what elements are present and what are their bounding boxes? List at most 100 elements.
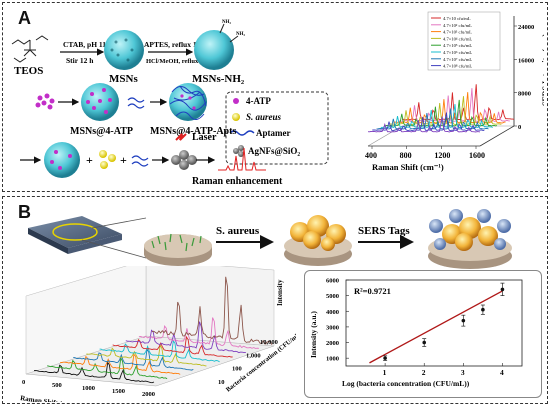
chart3d-series-line bbox=[125, 321, 246, 354]
chart-a-legend-entry: 4.7×10 cfu/mL bbox=[443, 16, 471, 21]
chart-a-legend-entry: 4.7×10⁷ cfu/mL bbox=[443, 57, 472, 62]
chart-a-legend: 4.7×10 cfu/mL 4.7×10² cfu/mL 4.7×10³ cfu/m… bbox=[427, 11, 501, 71]
legend-4atp: 4-ATP bbox=[246, 96, 271, 106]
panel-b bbox=[2, 196, 548, 404]
calibration-y-tick-label: 6000 bbox=[326, 278, 339, 285]
chart-a-legend-entry: 4.7×10⁴ cfu/mL bbox=[443, 36, 472, 41]
calibration-x-label: Log (bacteria concentration (CFU/mL)) bbox=[342, 379, 470, 388]
chart3d-x-tick-label: 500 bbox=[52, 382, 62, 389]
step1-bottom: Stir 12 h bbox=[66, 56, 94, 65]
msns-label: MSNs bbox=[109, 73, 138, 85]
calibration-x-tick-label: 1 bbox=[383, 368, 387, 377]
svg-text:+: + bbox=[86, 153, 93, 167]
calibration-x-tick-label: 3 bbox=[461, 368, 465, 377]
calibration-point bbox=[383, 356, 387, 360]
calibration-point bbox=[500, 287, 505, 292]
chart3d-back-wall bbox=[145, 266, 275, 347]
calibration-chart: 1 2 3 4 1000 2000 3000 4000 5000 6000 R²=0.9721 Log… bbox=[309, 278, 523, 388]
calibration-axes-box bbox=[345, 279, 523, 367]
step1-top: CTAB, pH 11 bbox=[63, 40, 106, 49]
chart3d-series-line bbox=[99, 339, 220, 363]
legend-box bbox=[225, 91, 329, 165]
calibration-x-tick-label: 2 bbox=[422, 368, 426, 377]
calibration-r2-label: R²=0.9721 bbox=[354, 286, 391, 296]
chart3d-x-tick-label: 1000 bbox=[82, 385, 95, 392]
chart-a-y-tick-label: 8000 bbox=[518, 91, 531, 98]
calibration-point bbox=[422, 340, 427, 345]
raman-spectrum-icon bbox=[218, 147, 266, 171]
chart-a-depth-axis bbox=[479, 125, 515, 147]
chart-a-series-line bbox=[367, 116, 481, 133]
legend-agnfs-icon bbox=[233, 145, 244, 157]
chart3d-body: 0 500 1000 1500 2000 Raman Shift (cm⁻¹) 10 100 1… bbox=[20, 266, 296, 402]
legend-saureus-icon bbox=[232, 113, 240, 121]
calibration-body: 1 2 3 4 1000 2000 3000 4000 5000 6000 R²=0.9721 Log… bbox=[309, 278, 523, 388]
substrate-disk-2 bbox=[284, 215, 352, 266]
legend-4atp-icon bbox=[233, 98, 239, 104]
sers-spectra-chart: 400 800 1200 1600 Raman Shift (cm⁻¹) 0 8000 160… bbox=[365, 11, 544, 172]
legend-aptamer-icon bbox=[229, 130, 255, 136]
chart3d-series-line bbox=[73, 347, 194, 371]
chart-a-legend-entry: 4.7×10⁸ cfu/mL bbox=[443, 64, 472, 69]
nh2-tag: NH₂ bbox=[222, 20, 232, 25]
teos-label: TEOS bbox=[14, 65, 43, 77]
chart-a-legend-entry: 4.7×10² cfu/mL bbox=[443, 23, 472, 28]
legend-agnfs: AgNFs@SiO₂ bbox=[248, 146, 300, 156]
chart3d-y-tick-label: 10,000 bbox=[260, 339, 278, 346]
msns-sphere bbox=[104, 30, 144, 70]
chart-a-x-label: Raman Shift (cm⁻¹) bbox=[372, 162, 444, 172]
chart-a-legend-entry: 4.7×10³ cfu/mL bbox=[443, 30, 472, 35]
chart3d-series-line bbox=[60, 353, 181, 375]
chart3d-x-tick-label: 2000 bbox=[142, 391, 155, 398]
chart3d-x-label: Raman Shift (cm⁻¹) bbox=[20, 394, 80, 402]
chart-a-y-tick-label: 0 bbox=[518, 124, 521, 131]
panel-b-scheme: S. aureus SERS Tags bbox=[28, 209, 512, 269]
msns-nh2-label: MSNs-NH₂ bbox=[192, 73, 245, 85]
nh2-tag-2: NH₂ bbox=[236, 32, 246, 37]
agnfs-cluster bbox=[171, 150, 197, 170]
laser-bolt bbox=[175, 133, 187, 141]
legend-saureus: S. aureus bbox=[246, 112, 282, 122]
calibration-y-tick-label: 1000 bbox=[326, 356, 339, 363]
chart3d-series-line bbox=[151, 276, 273, 346]
chart3d-series-line bbox=[47, 356, 168, 380]
calibration-x-tick-label: 4 bbox=[500, 368, 504, 377]
legend-aptamer: Aptamer bbox=[256, 128, 291, 138]
chart3d-series-line bbox=[34, 361, 155, 384]
sers-chip bbox=[28, 216, 122, 254]
msns-4atp-label: MSNs@4-ATP bbox=[70, 126, 133, 137]
calibration-y-tick-label: 4000 bbox=[326, 309, 339, 316]
msns-4atp-apts-sphere bbox=[169, 83, 207, 121]
substrate-disk-1 bbox=[144, 233, 212, 266]
chart-a-x-tick-label: 400 bbox=[365, 151, 377, 160]
saureus-step-label: S. aureus bbox=[216, 225, 260, 237]
chart-a-y-tick-label: 16000 bbox=[518, 57, 534, 64]
calibration-point bbox=[461, 318, 466, 323]
saureus-cluster bbox=[99, 150, 116, 169]
substrate-disk-3 bbox=[428, 209, 512, 269]
chart-a-y-tick-label: 24000 bbox=[518, 24, 534, 31]
msns-nh2-sphere bbox=[194, 30, 234, 70]
chart3d-y-tick-label: 100 bbox=[232, 366, 242, 373]
chart-a-legend-entry: 4.7×10⁵ cfu/mL bbox=[443, 43, 472, 48]
svg-text:+: + bbox=[120, 153, 127, 167]
calibration-y-tick-label: 2000 bbox=[326, 340, 339, 347]
chart3d-y-tick-label: 1,000 bbox=[246, 352, 261, 359]
waterfall-3d-chart: 0 500 1000 1500 2000 Raman Shift (cm⁻¹) 10 100 1… bbox=[20, 266, 296, 402]
chart3d-z-label: Intensity bbox=[276, 279, 284, 306]
panel-b-letter: B bbox=[18, 202, 31, 222]
chart3d-series-line bbox=[86, 343, 207, 367]
chart3d-side-wall bbox=[25, 266, 147, 375]
panel-a bbox=[2, 2, 548, 192]
calibration-y-tick-label: 5000 bbox=[326, 293, 339, 300]
panel-a-letter: A bbox=[18, 8, 31, 28]
step2-top: APTES, reflux 12 h bbox=[144, 40, 207, 49]
calibration-fit-line bbox=[369, 290, 503, 364]
chart-a-x-tick-label: 800 bbox=[400, 151, 412, 160]
sers-tags-step-label: SERS Tags bbox=[358, 225, 410, 237]
teos-molecule bbox=[11, 35, 49, 63]
msns-4atp-apts-label: MSNs@4-ATP-Apts bbox=[150, 126, 236, 137]
calibration-y-tick-label: 3000 bbox=[326, 324, 339, 331]
chart3d-x-tick-label: 0 bbox=[22, 379, 25, 386]
chart3d-x-tick-label: 1500 bbox=[112, 388, 125, 395]
